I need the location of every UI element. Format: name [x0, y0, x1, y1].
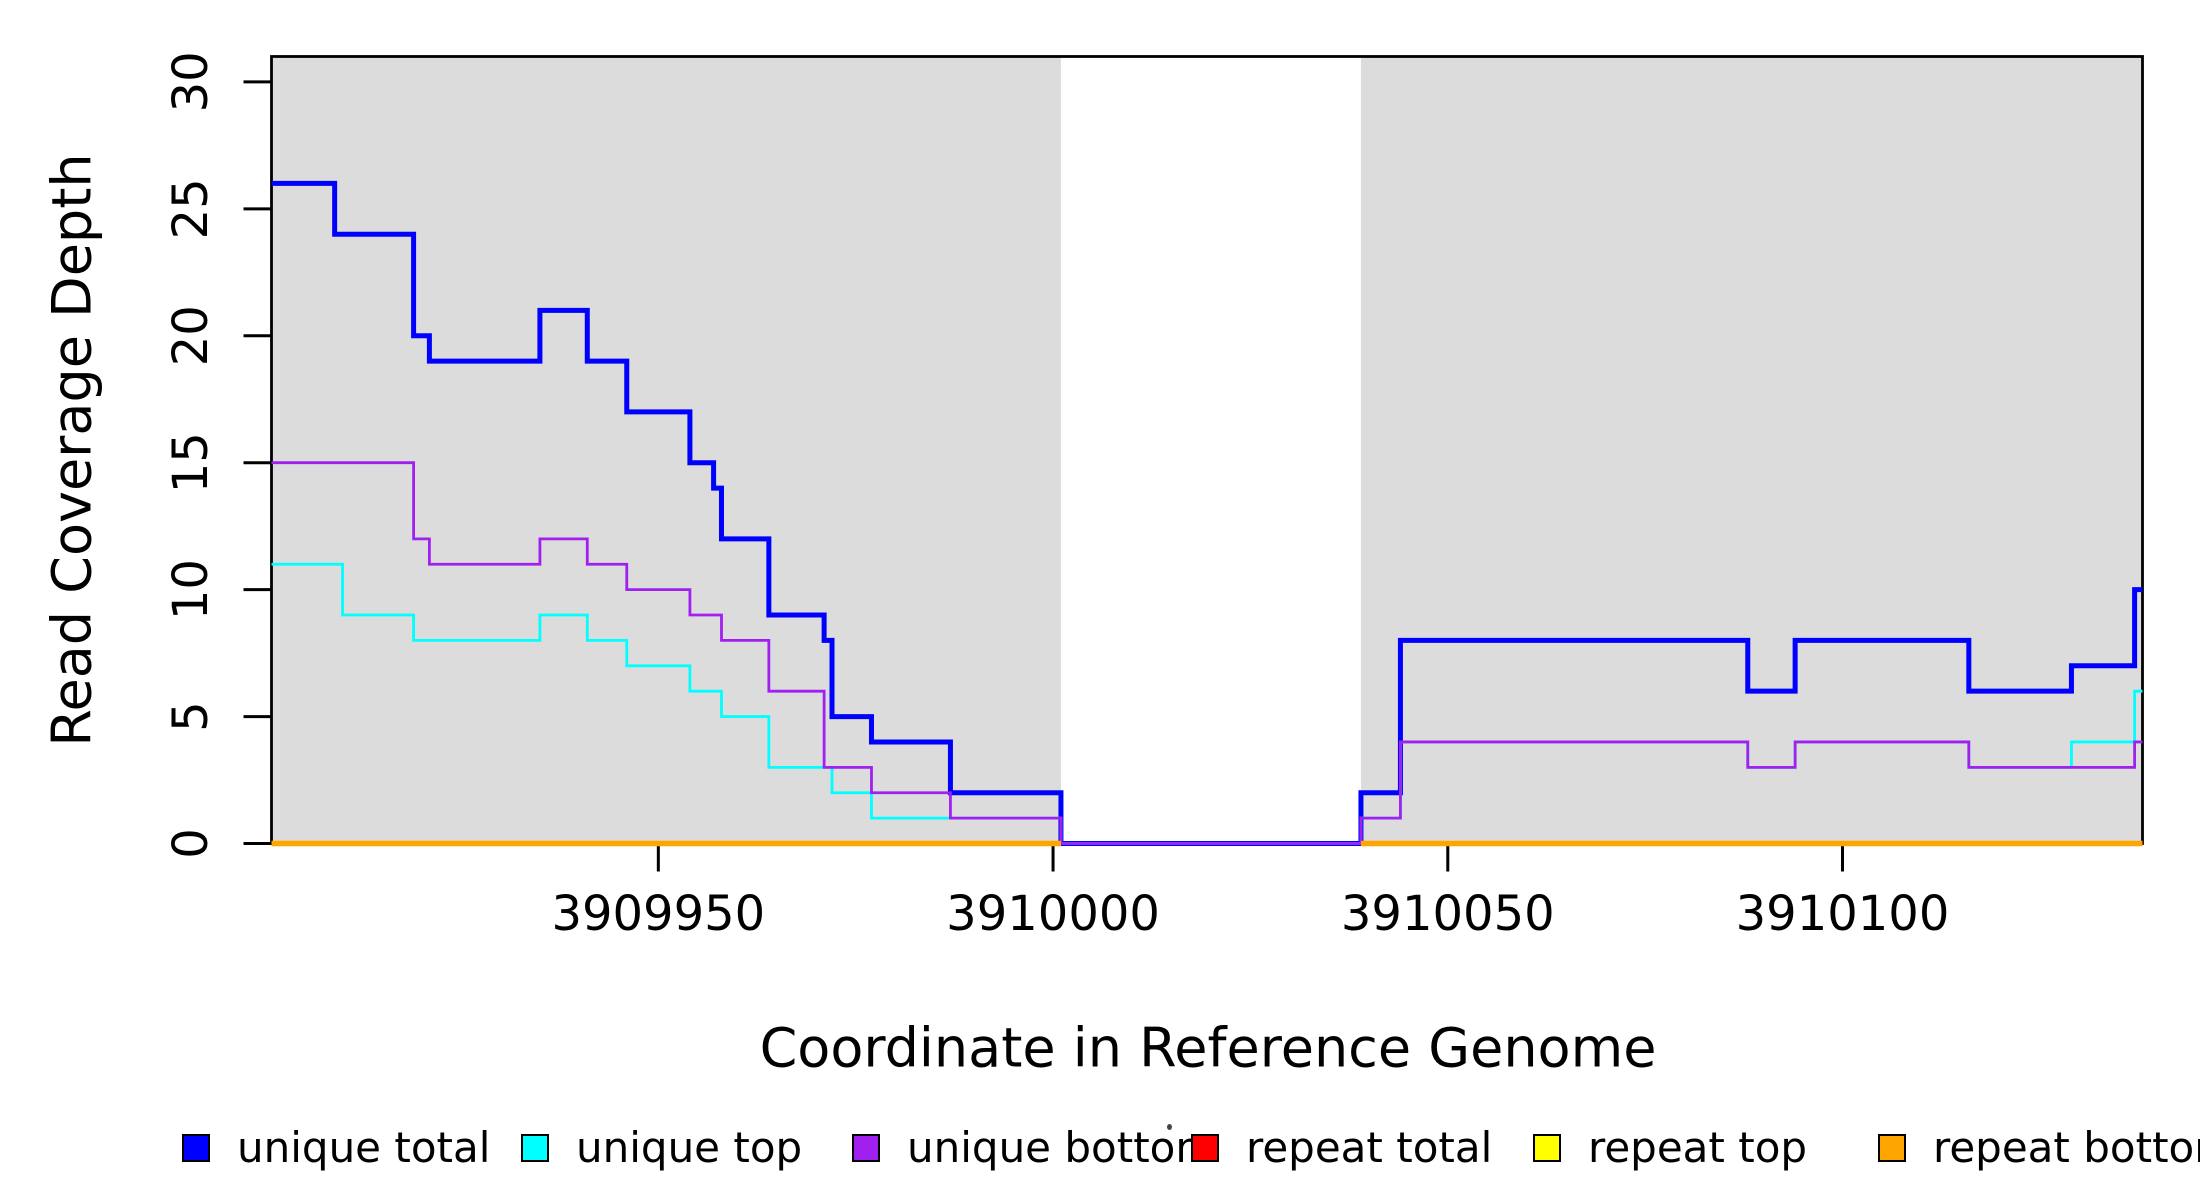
y-tick-label: 30 — [163, 51, 219, 112]
legend-swatch-icon — [1191, 1134, 1219, 1162]
legend-entry-unique-top: unique top — [521, 1123, 803, 1172]
y-tick-label: 15 — [163, 432, 219, 493]
legend-swatch-icon — [182, 1134, 210, 1162]
legend-label: repeat total — [1246, 1123, 1493, 1172]
legend-entry-repeat-bottom: repeat bottom — [1878, 1123, 2200, 1172]
y-tick-label: 20 — [163, 305, 219, 366]
y-tick-label: 5 — [163, 701, 219, 732]
series-line-unique-bottom — [271, 461, 2143, 845]
x-axis-title: Coordinate in Reference Genome — [759, 1016, 1657, 1080]
legend-entry-repeat-top: repeat top — [1533, 1123, 1808, 1172]
y-tick-label: 0 — [163, 828, 219, 859]
y-tick-label: 10 — [163, 559, 219, 620]
legend-label: repeat bottom — [1933, 1123, 2200, 1172]
x-tick-label: 3910000 — [946, 886, 1160, 942]
legend-swatch-icon — [852, 1134, 880, 1162]
x-tick-label: 3910050 — [1341, 886, 1555, 942]
legend-entry-unique-total: unique total — [182, 1123, 491, 1172]
legend-swatch-icon — [1533, 1134, 1561, 1162]
legend-label: unique total — [237, 1123, 491, 1172]
series-line-unique-total — [271, 180, 2143, 846]
shaded-region — [271, 56, 1061, 844]
y-tick-label: 25 — [163, 178, 219, 239]
legend-swatch-icon — [1878, 1134, 1906, 1162]
stray-dot-artifact — [1167, 1124, 1172, 1130]
legend: unique total unique top unique bottom repea… — [0, 1123, 2200, 1174]
legend-label: unique bottom — [907, 1123, 1217, 1172]
legend-swatch-icon — [521, 1134, 549, 1162]
legend-entry-unique-bottom: unique bottom — [852, 1123, 1217, 1172]
legend-label: unique top — [576, 1123, 803, 1172]
x-tick-label: 3909950 — [551, 886, 765, 942]
y-axis-title: Read Coverage Depth — [40, 153, 104, 747]
legend-entry-repeat-total: repeat total — [1191, 1123, 1493, 1172]
x-tick-label: 3910100 — [1736, 886, 1950, 942]
shaded-region — [1360, 56, 2143, 844]
legend-label: repeat top — [1588, 1123, 1808, 1172]
